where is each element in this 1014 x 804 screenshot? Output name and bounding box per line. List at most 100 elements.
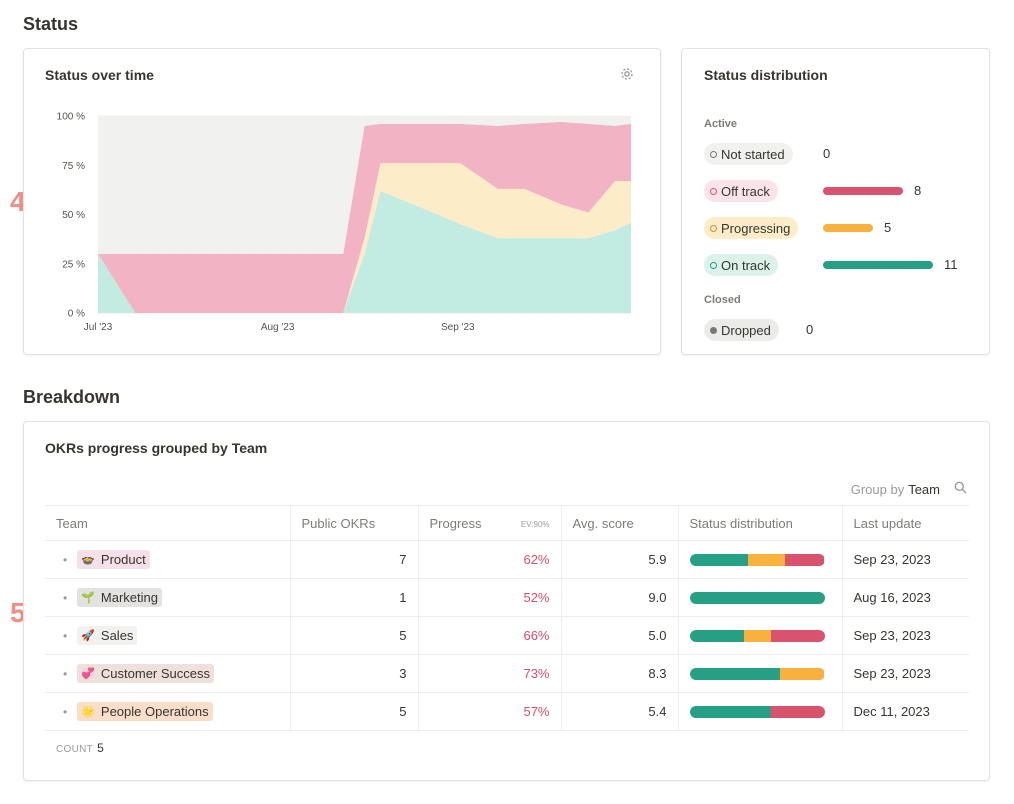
status-segment [689,553,748,566]
bullet-icon: • [63,704,68,719]
team-cell[interactable]: • 🍲 Product [45,540,291,579]
progress-cell: 62% [418,540,562,579]
status-pill-label: Progressing [721,220,791,236]
status-row-progressing: Progressing [704,216,799,240]
bullet-icon: • [63,552,68,567]
last-update-cell: Sep 23, 2023 [842,654,969,693]
status-distribution-cell [678,654,843,693]
status-distribution-card: Status distribution Active Closed Not st… [681,48,990,355]
team-tag[interactable]: 💞 Customer Success [77,664,214,683]
team-tag[interactable]: 🌱 Marketing [77,588,162,607]
column-header-public-okrs[interactable]: Public OKRs [290,505,419,541]
active-group-label: Active [704,118,738,130]
y-tick-label: 100 % [57,112,85,123]
status-count: 5 [884,220,892,235]
okr-table-title: OKRs progress grouped by Team [45,440,268,456]
team-name: Sales [100,628,134,643]
table-row[interactable]: • 🍲 Product 7 62% 5.9 Sep 23, 2023 [45,540,969,579]
x-tick-label: Sep '23 [441,322,475,333]
table-row[interactable]: • 🌟 People Operations 5 57% 5.4 Dec 11, 2023 [45,692,969,731]
status-pill[interactable]: Off track [704,180,778,202]
status-distribution-cell [678,578,843,617]
status-over-time-chart: 0 % 25 % 50 % 75 % 100 % Jul '23 Aug '23 Sep '2… [57,112,631,333]
last-update-cell: Aug 16, 2023 [842,578,969,617]
okr-table: Team Public OKRs Progress EV:90% Avg. sco… [45,505,969,731]
y-tick-label: 25 % [62,259,85,270]
team-name: Marketing [100,590,158,605]
status-row-dropped: Dropped [704,318,779,342]
avg-score-cell: 8.3 [561,654,679,693]
team-tag[interactable]: 🌟 People Operations [77,702,213,721]
status-dot-icon [710,326,717,334]
count-value: 5 [97,741,104,755]
status-pill-label: On track [721,257,771,273]
column-header-status-distribution[interactable]: Status distribution [678,505,843,541]
status-distribution-cell [678,692,843,731]
table-row[interactable]: • 🚀 Sales 5 66% 5.0 Sep 23, 2023 [45,616,969,655]
avg-score-cell: 5.4 [561,692,679,731]
search-icon[interactable] [954,481,967,497]
team-cell[interactable]: • 🌟 People Operations [45,692,291,731]
okr-table-card: OKRs progress grouped by Team Group by T… [23,421,990,781]
team-tag[interactable]: 🚀 Sales [77,626,138,645]
closed-group-label: Closed [704,294,741,306]
status-pill[interactable]: On track [704,254,779,276]
status-segment [747,553,786,566]
status-count: 0 [823,146,831,161]
count-footer: COUNT 5 [56,741,104,755]
gear-icon[interactable] [620,67,634,81]
step-marker-4: 4 [10,186,26,217]
progress-ev-note: EV:90% [520,519,550,529]
count-label: COUNT [56,744,94,755]
x-tick-label: Jul '23 [84,322,113,333]
bullet-icon: • [63,590,68,605]
status-segment [785,553,825,566]
team-emoji-icon: 🍲 [81,554,95,566]
avg-score-cell: 5.0 [561,616,679,655]
status-distribution-bar [823,261,933,269]
table-row[interactable]: • 💞 Customer Success 3 73% 8.3 Sep 23, 2023 [45,654,969,693]
last-update-cell: Sep 23, 2023 [842,540,969,579]
bullet-icon: • [63,666,68,681]
status-row-not-started: Not started [704,142,793,166]
team-cell[interactable]: • 💞 Customer Success [45,654,291,693]
column-header-progress[interactable]: Progress EV:90% [418,505,562,541]
team-name: Customer Success [100,666,210,681]
status-segment [689,591,825,604]
group-by-value[interactable]: Team [908,481,940,497]
status-count: 8 [914,183,922,198]
public-okrs-cell: 5 [290,616,419,655]
status-count: 11 [944,257,958,272]
table-row[interactable]: • 🌱 Marketing 1 52% 9.0 Aug 16, 2023 [45,578,969,617]
status-dot-icon [710,261,717,269]
team-name: Product [100,552,146,567]
team-emoji-icon: 💞 [81,668,95,680]
column-header-last-update[interactable]: Last update [842,505,969,541]
y-tick-label: 75 % [62,161,85,172]
status-segment [689,667,780,680]
status-count: 0 [806,322,814,337]
team-cell[interactable]: • 🌱 Marketing [45,578,291,617]
status-distribution-title: Status distribution [704,67,828,83]
status-distribution-bar [823,224,873,232]
status-distribution-bar [823,187,903,195]
public-okrs-cell: 7 [290,540,419,579]
column-header-avg-score[interactable]: Avg. score [561,505,679,541]
area-series-progressing [98,163,631,313]
status-pill[interactable]: Not started [704,143,793,165]
progress-cell: 52% [418,578,562,617]
status-distribution-bar [689,553,825,566]
last-update-cell: Dec 11, 2023 [842,692,969,731]
column-header-team[interactable]: Team [45,505,291,541]
status-distribution-bar [689,591,825,604]
team-tag[interactable]: 🍲 Product [77,550,150,569]
status-over-time-title: Status over time [45,67,154,83]
status-segment [770,705,825,718]
status-pill[interactable]: Dropped [704,319,779,341]
table-header-row: Team Public OKRs Progress EV:90% Avg. sco… [45,505,969,541]
status-pill[interactable]: Progressing [704,217,799,239]
area-series-on-track [98,190,631,313]
group-by-label[interactable]: Group by [850,481,905,497]
team-cell[interactable]: • 🚀 Sales [45,616,291,655]
area-series-off-track [98,121,631,314]
